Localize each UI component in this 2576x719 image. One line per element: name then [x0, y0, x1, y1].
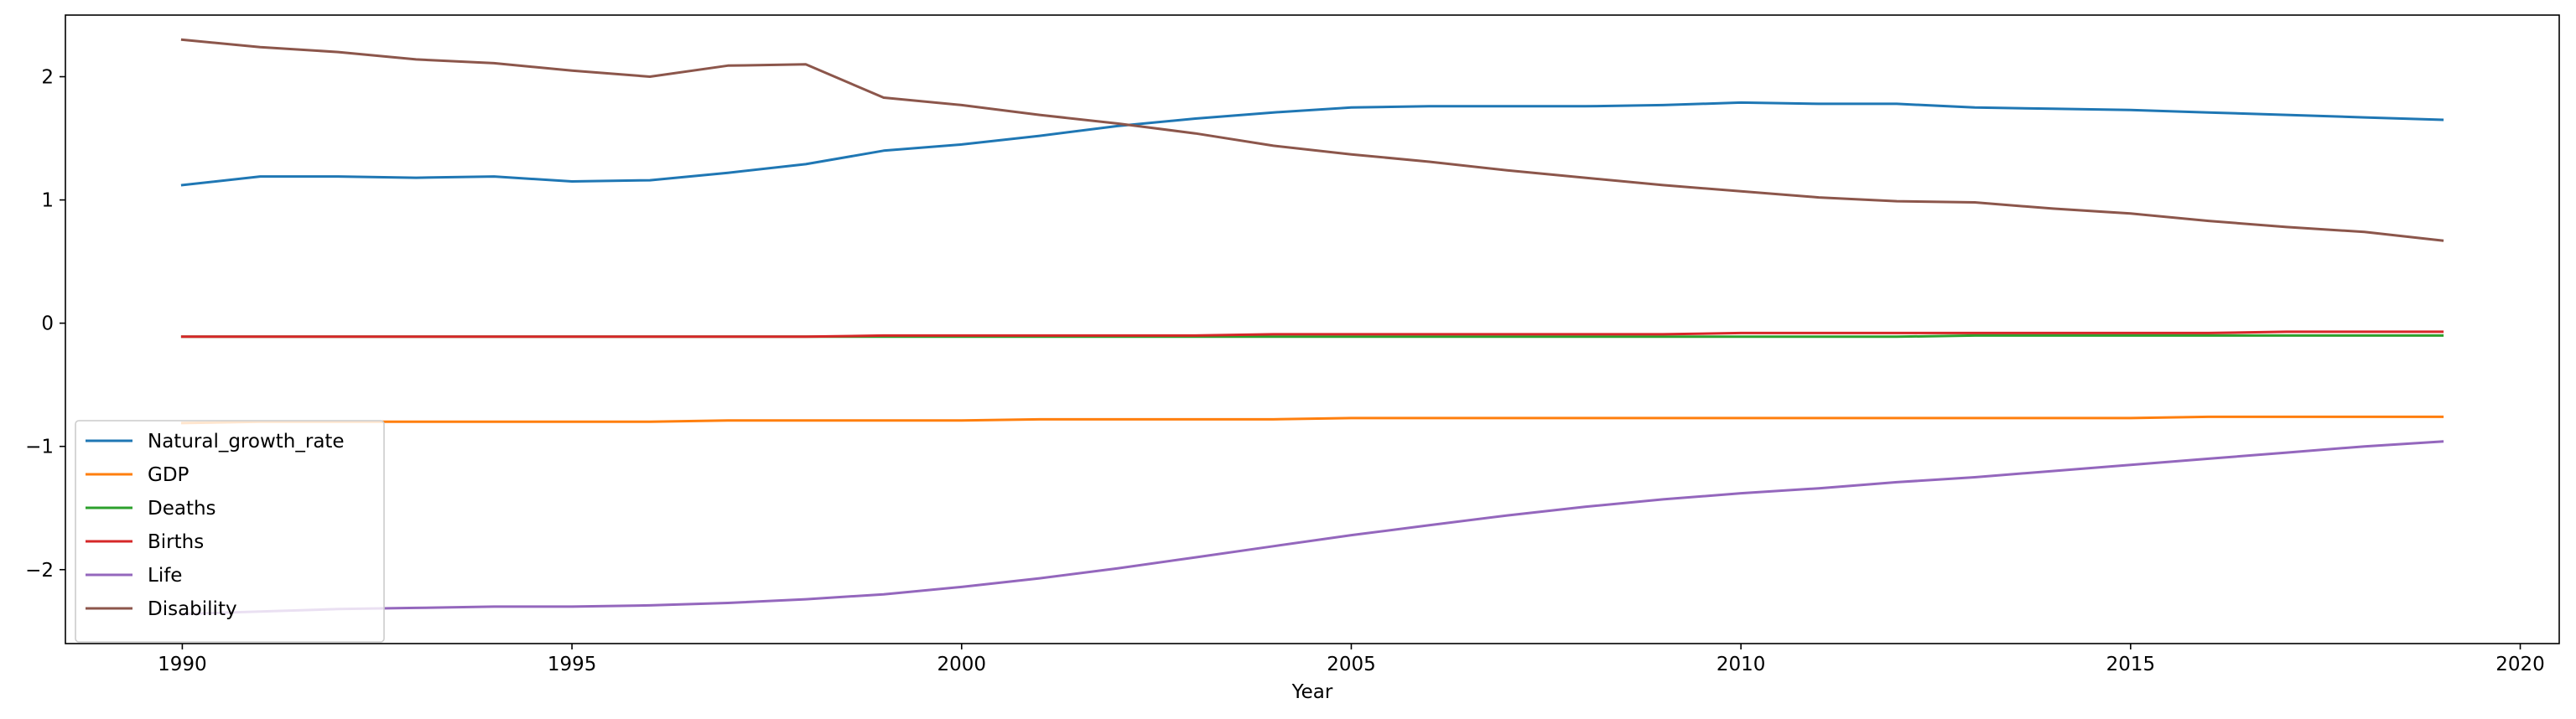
y-tick-label: −2 [25, 560, 54, 582]
legend-label: Births [148, 531, 204, 553]
series-line-births [180, 330, 2444, 339]
legend-label: Life [148, 565, 182, 587]
y-tick-label: 1 [41, 190, 54, 212]
x-tick-label: 1995 [548, 654, 597, 675]
y-tick-label: −1 [25, 437, 54, 458]
x-tick-label: 2000 [937, 654, 987, 675]
legend-label: Deaths [148, 498, 216, 520]
x-tick-label: 2010 [1716, 654, 1766, 675]
legend-label: Disability [148, 598, 237, 620]
plot-area [65, 14, 2560, 644]
legend: Natural_growth_rate GDP Deaths Births Life Di… [75, 420, 385, 643]
y-tick-label: 0 [41, 313, 54, 335]
legend-label: GDP [148, 464, 190, 486]
series-layer [180, 38, 2444, 616]
plot-frame [65, 14, 2560, 644]
x-tick-label: 2005 [1327, 654, 1376, 675]
legend-label: Natural_growth_rate [148, 431, 345, 453]
y-tick-label: 2 [41, 67, 54, 89]
series-line-life [180, 440, 2444, 616]
series-line-natural-growth-rate [180, 101, 2444, 187]
x-tick-label: 2020 [2496, 654, 2545, 675]
x-tick-label: 2015 [2106, 654, 2156, 675]
x-axis-title: Year [1291, 681, 1333, 703]
legend-box [75, 420, 385, 643]
series-line-gdp [180, 415, 2444, 425]
series-line-disability [180, 38, 2444, 242]
x-tick-label: 1990 [158, 654, 207, 675]
x-axis: 1990 1995 2000 2005 2010 2015 2020 [158, 644, 2545, 675]
y-axis: −2 −1 0 1 2 [25, 67, 65, 582]
